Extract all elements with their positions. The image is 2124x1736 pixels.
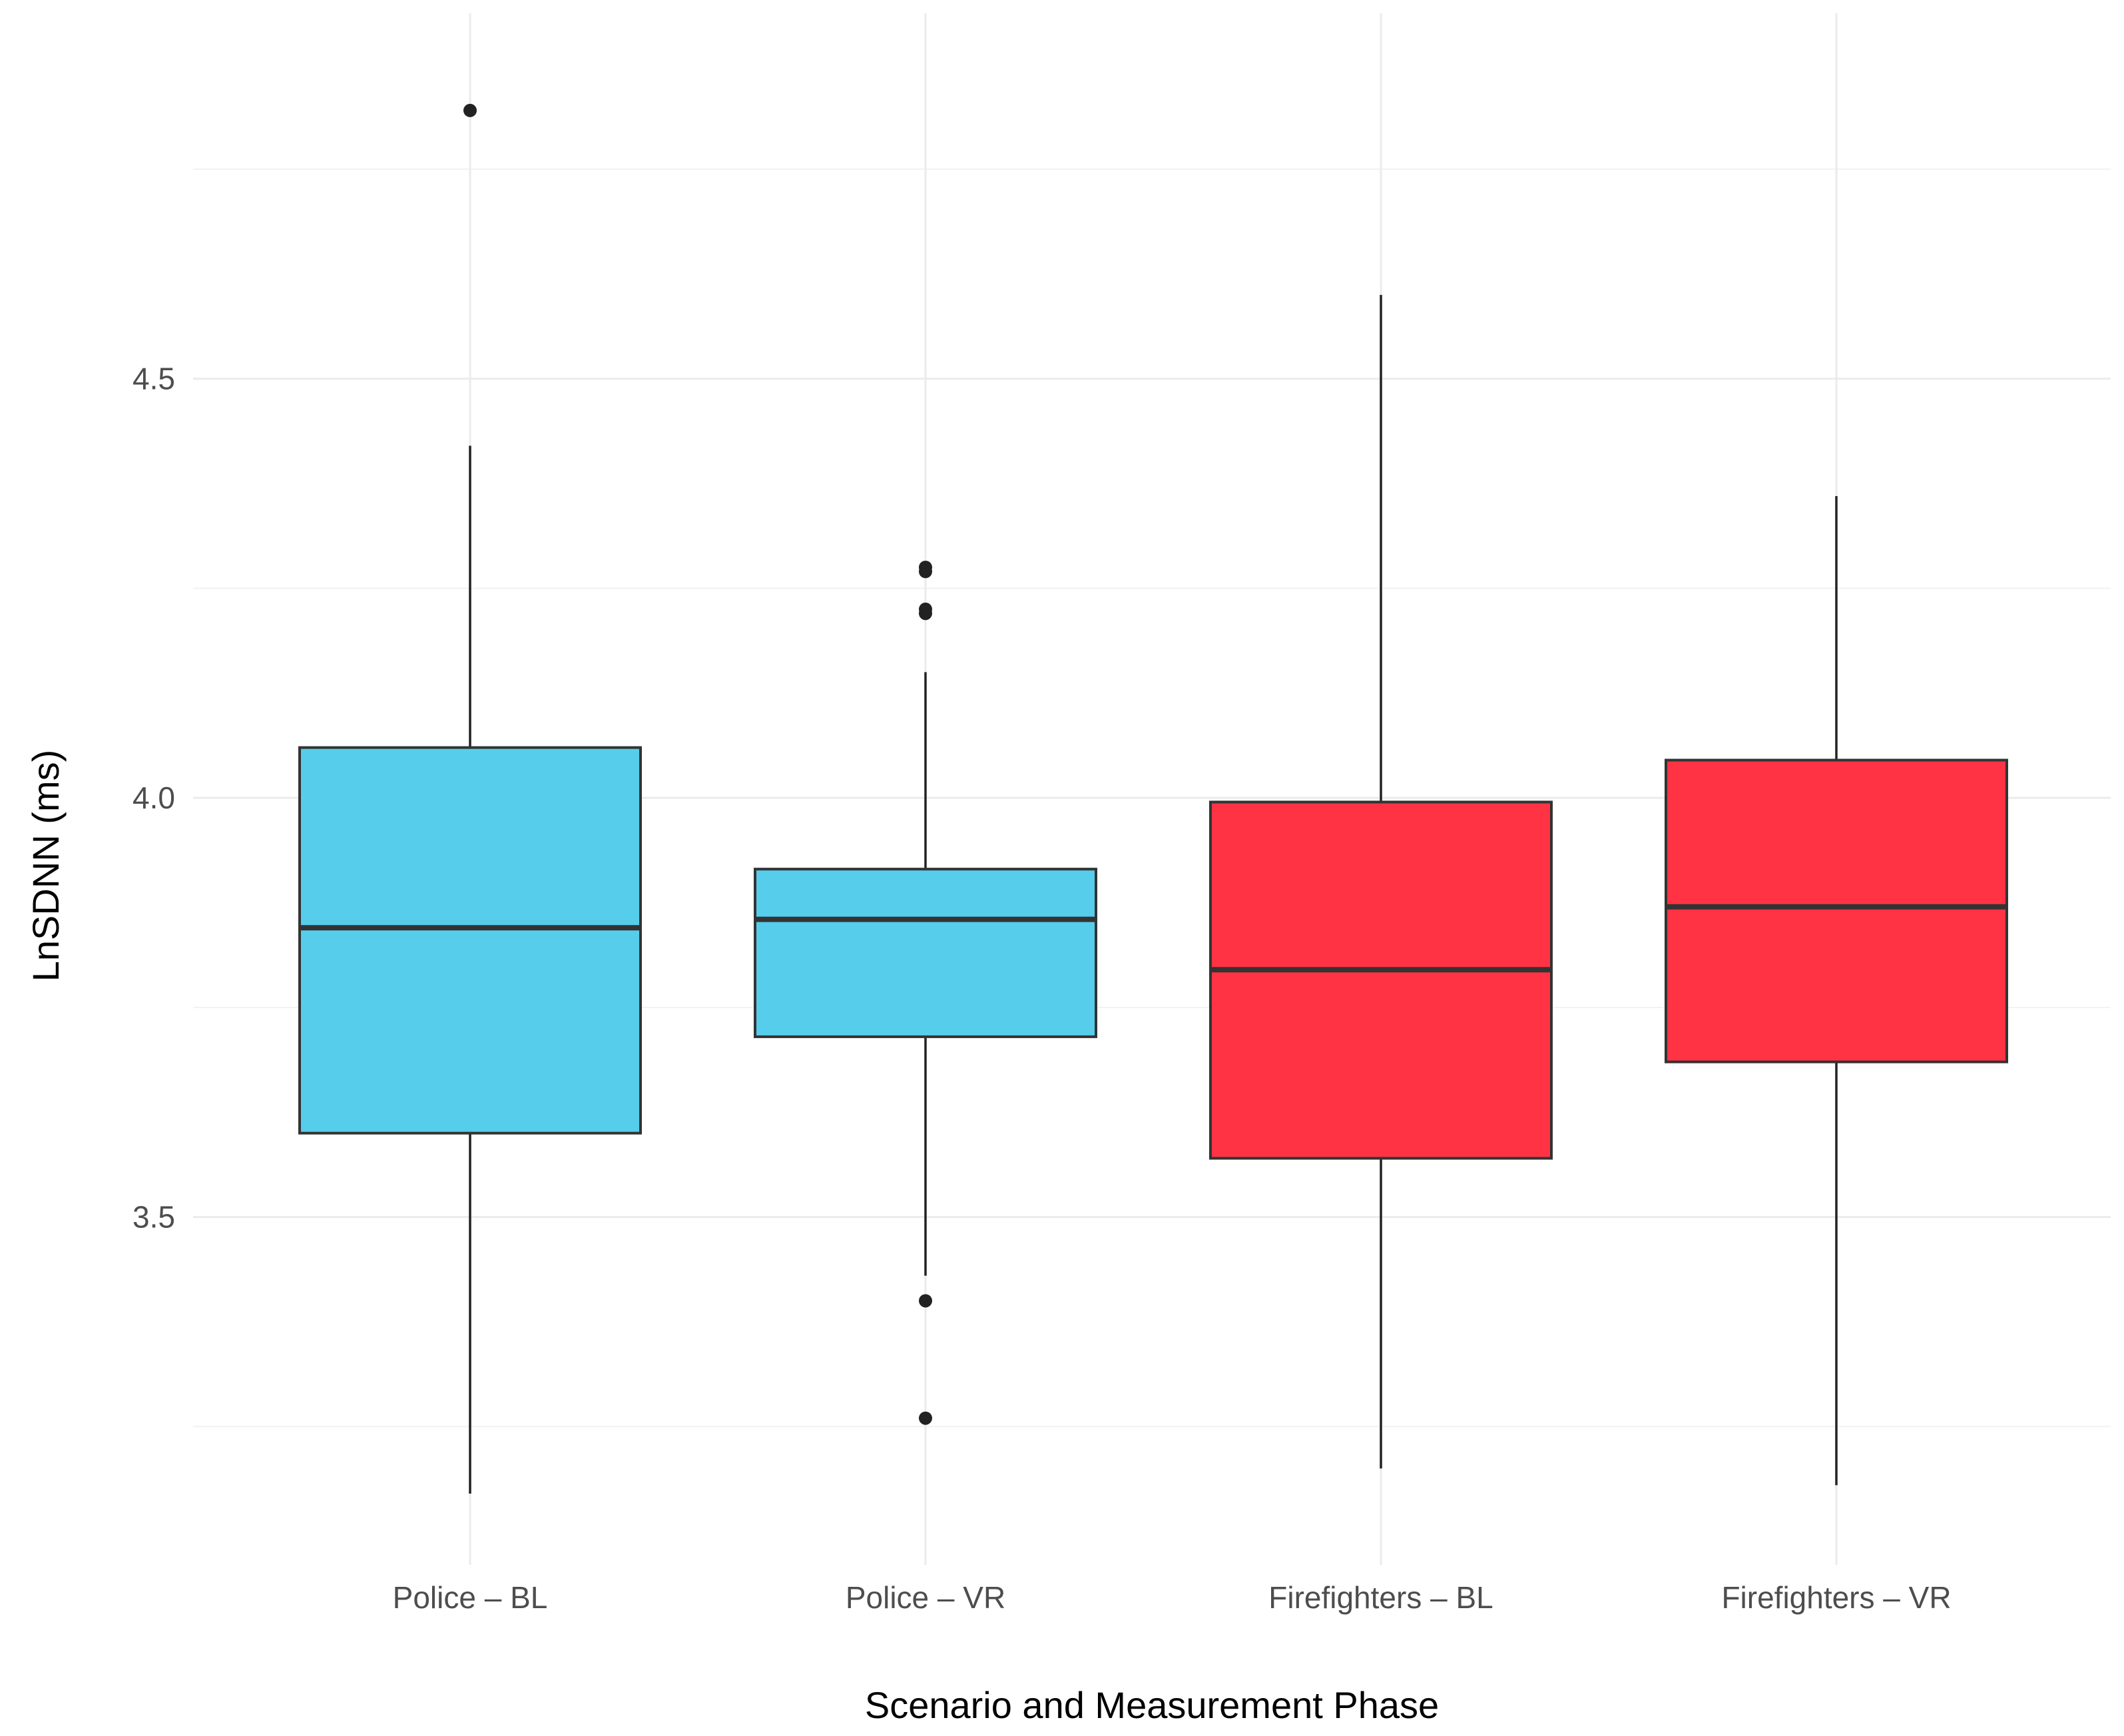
x-tick-label: Police – VR	[846, 1580, 1005, 1615]
y-tick-label: 3.5	[133, 1200, 175, 1235]
box-series	[298, 103, 2008, 1494]
box-iqr	[1665, 758, 2008, 1063]
y-axis-ticks: 3.5 4.0 4.5	[133, 362, 175, 1235]
x-tick-label: Firefighters – VR	[1721, 1580, 1951, 1615]
box-group	[1209, 294, 1553, 1469]
box-group	[1665, 495, 2008, 1486]
x-tick-label: Police – BL	[393, 1580, 548, 1615]
y-tick-label: 4.0	[133, 780, 175, 815]
box-group	[298, 103, 642, 1494]
outlier-point	[919, 1294, 932, 1308]
box-iqr	[754, 868, 1097, 1038]
outlier-point	[919, 1411, 932, 1425]
outlier-point	[919, 602, 932, 616]
x-axis-ticks: Police – BL Police – VR Firefighters – BL F…	[393, 1580, 1952, 1615]
y-axis-title: LnSDNN (ms)	[25, 750, 67, 982]
outlier-point	[463, 103, 477, 117]
outlier-point	[919, 560, 932, 574]
box-group	[754, 560, 1097, 1425]
x-tick-label: Firefighters – BL	[1268, 1580, 1493, 1615]
x-axis-title: Scenario and Measurement Phase	[865, 1684, 1439, 1726]
box-iqr	[298, 746, 642, 1135]
box-iqr	[1209, 800, 1553, 1160]
y-tick-label: 4.5	[133, 362, 175, 396]
